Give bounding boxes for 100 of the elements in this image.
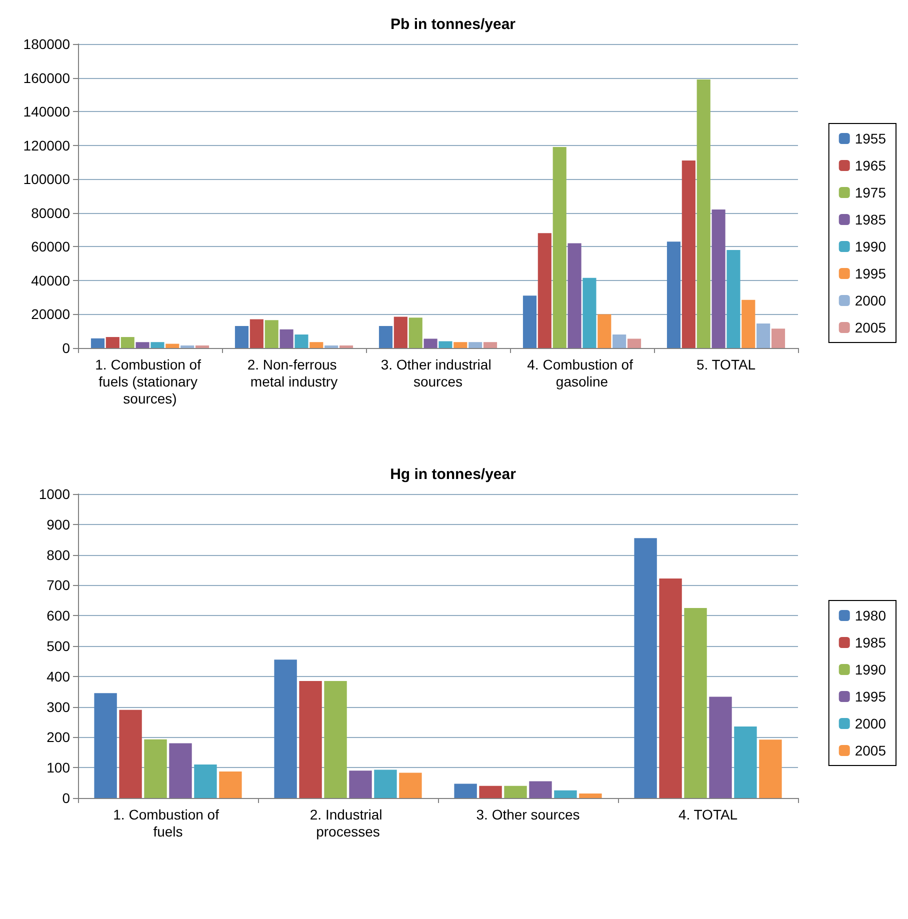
- y-tick-label: 100000: [23, 171, 70, 188]
- bar: [438, 341, 452, 348]
- x-tick-label: 2. Industrial processes: [310, 806, 386, 840]
- bar: [166, 344, 180, 348]
- bar: [771, 328, 786, 348]
- y-tick-label: 0: [62, 790, 70, 806]
- bar: [274, 660, 297, 798]
- bar: [349, 770, 372, 798]
- bar: [568, 243, 582, 348]
- bar: [339, 345, 354, 348]
- bar: [234, 326, 249, 348]
- y-tick-label: 0: [62, 340, 70, 356]
- y-tick-label: 120000: [23, 137, 70, 154]
- bar: [598, 314, 612, 348]
- legend-label: 2000: [854, 716, 886, 732]
- legend-label: 1985: [854, 634, 886, 650]
- legend-label: 1990: [854, 662, 886, 678]
- bar: [612, 334, 626, 348]
- y-tick-label: 700: [46, 577, 70, 594]
- bar: [756, 324, 770, 348]
- bar: [634, 538, 657, 798]
- bar: [136, 342, 150, 348]
- bar: [150, 342, 164, 348]
- x-tick-label: 1. Combustion of fuels (stationary sources): [95, 356, 205, 406]
- legend-label: 2000: [854, 292, 886, 308]
- bar: [684, 608, 707, 798]
- legend-label: 1985: [854, 212, 886, 228]
- y-tick-label: 900: [46, 516, 70, 532]
- bar: [582, 278, 596, 348]
- bar: [90, 338, 105, 348]
- y-tick-label: 140000: [23, 104, 70, 120]
- bar: [454, 784, 477, 798]
- bar: [250, 319, 264, 348]
- y-tick-label: 80000: [31, 204, 70, 221]
- bar: [529, 781, 552, 798]
- bar: [299, 680, 322, 798]
- y-tick-label: 1000: [38, 486, 70, 502]
- bar: [394, 316, 408, 348]
- legend-label: 1995: [854, 266, 886, 282]
- y-tick-label: 300: [46, 698, 70, 715]
- bar: [324, 680, 347, 798]
- bar: [522, 296, 537, 348]
- bar: [712, 210, 726, 348]
- bar: [374, 770, 397, 798]
- bar: [666, 242, 681, 348]
- bar: [659, 578, 682, 798]
- bar: [399, 772, 422, 798]
- bar: [119, 710, 142, 798]
- legend-label: 2005: [854, 320, 886, 336]
- bar: [696, 79, 710, 348]
- bar: [310, 342, 324, 348]
- bar: [627, 338, 642, 348]
- y-tick-label: 100: [46, 760, 70, 776]
- bar: [264, 320, 278, 348]
- bar: [742, 300, 756, 348]
- bar: [734, 726, 757, 798]
- y-tick-label: 400: [46, 668, 70, 684]
- x-tick-label: 1. Combustion of fuels: [113, 806, 223, 840]
- bar: [144, 739, 167, 798]
- bar: [294, 334, 308, 348]
- bar: [454, 342, 468, 348]
- legend-label: 1955: [854, 130, 886, 146]
- bar: [479, 786, 502, 798]
- y-tick-label: 180000: [23, 36, 70, 52]
- bar: [424, 338, 438, 348]
- bar: [378, 326, 393, 348]
- y-tick-label: 200: [46, 729, 70, 746]
- legend-label: 2005: [854, 742, 886, 758]
- y-tick-label: 160000: [23, 70, 70, 86]
- x-tick-label: 2. Non-ferrous metal industry: [247, 356, 341, 390]
- bar: [726, 250, 740, 348]
- x-tick-label: 5. TOTAL: [696, 356, 756, 372]
- bar: [552, 147, 566, 348]
- y-tick-label: 600: [46, 608, 70, 624]
- bar: [324, 345, 338, 348]
- bar: [709, 696, 732, 798]
- x-tick-label: 4. TOTAL: [678, 806, 738, 822]
- y-tick-label: 40000: [31, 272, 70, 288]
- y-tick-label: 500: [46, 638, 70, 654]
- bar: [504, 786, 527, 798]
- y-tick-label: 20000: [31, 306, 70, 322]
- chart-title: Hg in tonnes/year: [390, 466, 516, 483]
- chart-title: Pb in tonnes/year: [390, 16, 516, 33]
- bar: [280, 329, 294, 348]
- y-tick-label: 800: [46, 546, 70, 563]
- legend-label: 1975: [854, 184, 886, 200]
- bar: [195, 345, 210, 348]
- bar: [579, 793, 602, 798]
- bar: [169, 743, 192, 798]
- bar: [194, 764, 217, 798]
- bar: [554, 790, 577, 798]
- y-tick-label: 60000: [31, 238, 70, 255]
- legend-label: 1980: [854, 608, 886, 624]
- bar: [468, 342, 482, 348]
- bar: [180, 345, 194, 348]
- bar: [94, 693, 117, 798]
- legend-label: 1995: [854, 688, 886, 704]
- x-tick-label: 3. Other sources: [476, 806, 580, 822]
- bar: [682, 160, 696, 348]
- bar: [106, 337, 120, 348]
